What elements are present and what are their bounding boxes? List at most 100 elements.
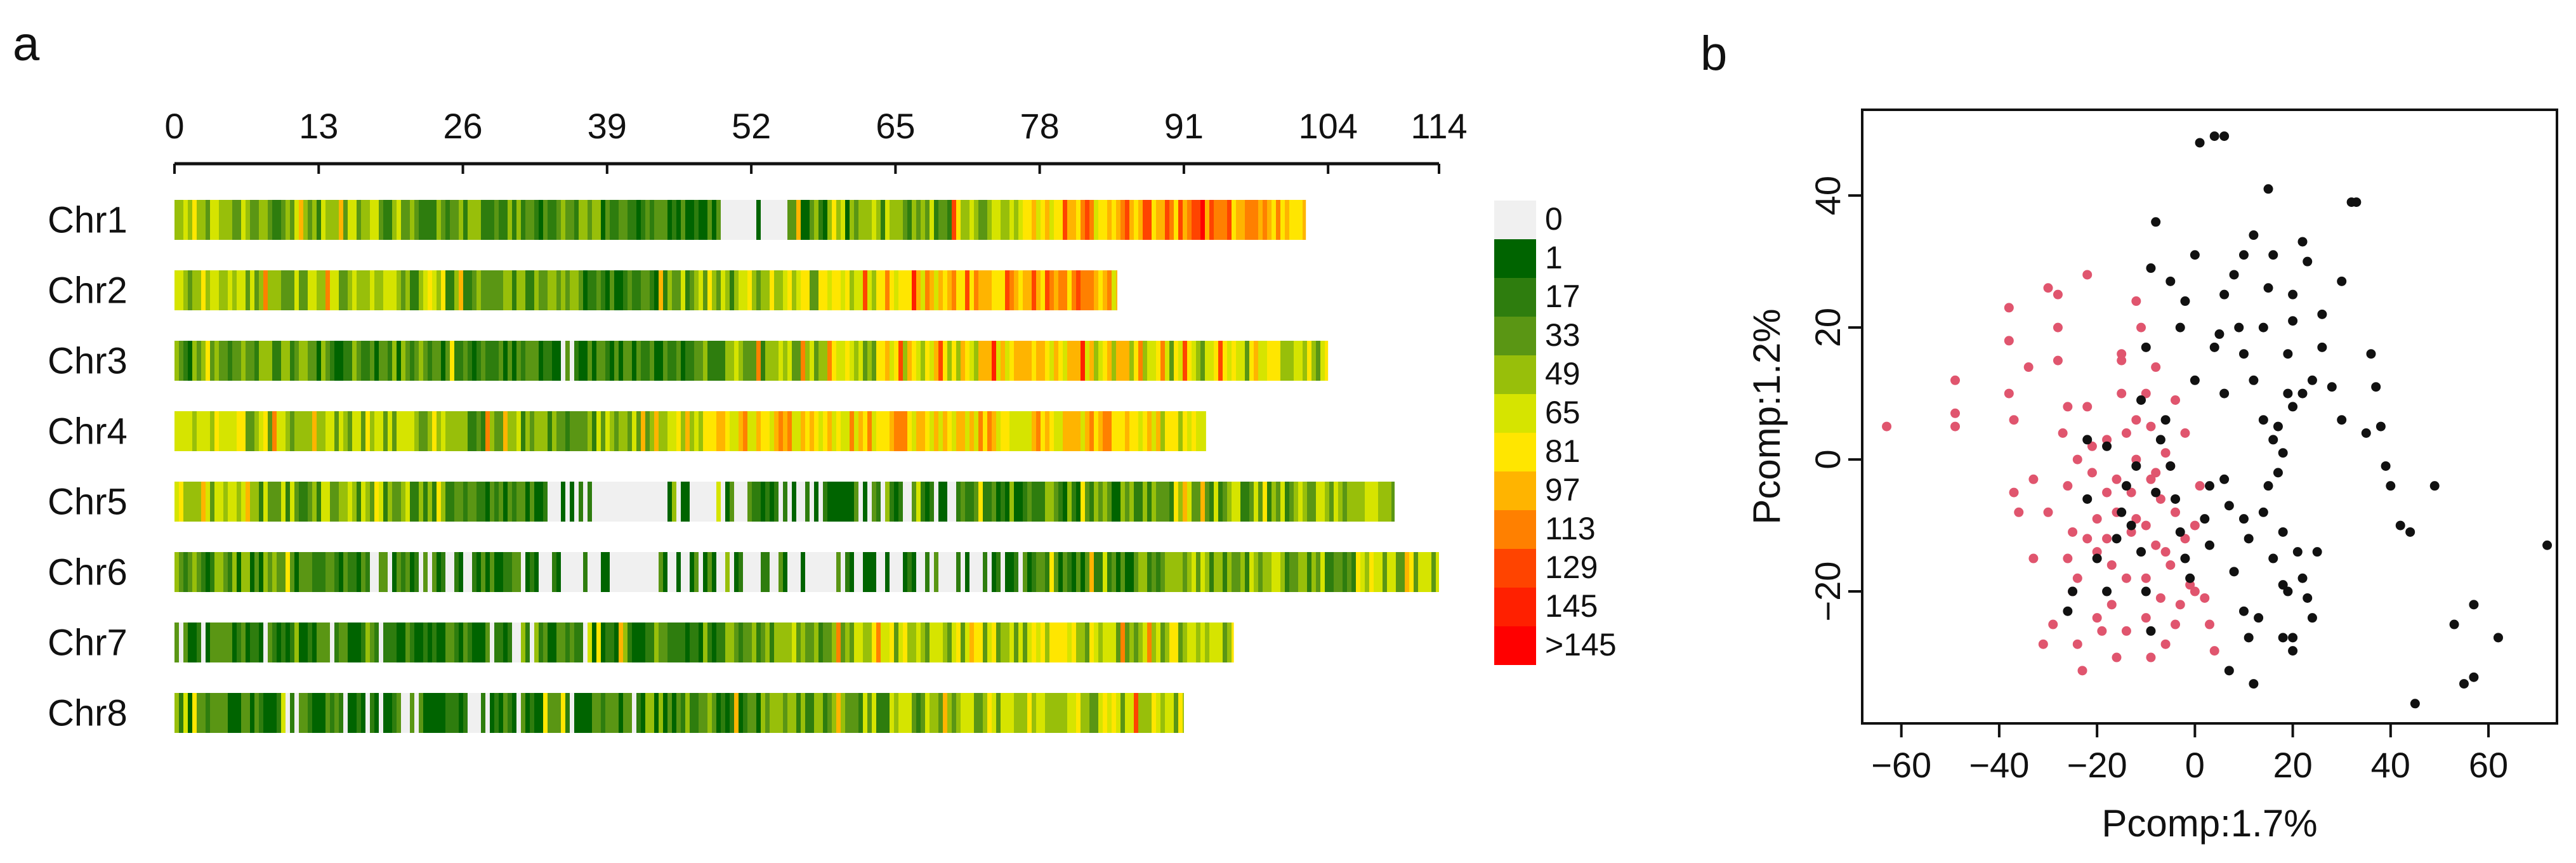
density-segment [361, 693, 366, 733]
density-segment [925, 200, 930, 240]
density-segment [441, 482, 446, 522]
point-group-pink [2053, 289, 2063, 300]
density-segment [525, 552, 530, 592]
density-segment [210, 411, 215, 451]
density-segment [996, 482, 1001, 522]
density-segment [308, 200, 313, 240]
density-segment [992, 482, 997, 522]
density-segment [1280, 200, 1285, 240]
density-segment [969, 341, 975, 381]
density-segment [1072, 693, 1077, 733]
point-group-pink [2009, 415, 2019, 425]
density-segment [579, 693, 584, 733]
density-segment [339, 341, 344, 381]
density-segment [241, 341, 246, 381]
panel-label-b: b [1700, 27, 1727, 81]
density-segment [854, 270, 859, 310]
density-segment [1005, 552, 1010, 592]
density-segment [241, 411, 246, 451]
density-segment [881, 693, 886, 733]
density-segment [534, 200, 539, 240]
density-segment [339, 200, 344, 240]
density-segment [1103, 693, 1108, 733]
density-segment [743, 411, 748, 451]
density-segment [1147, 623, 1152, 662]
density-segment [619, 411, 624, 451]
density-segment [867, 623, 872, 662]
density-segment [499, 341, 504, 381]
density-segment [885, 693, 890, 733]
density-segment [428, 200, 433, 240]
point-group-black [2268, 250, 2278, 260]
density-segment [1187, 411, 1192, 451]
density-segment [414, 693, 419, 733]
density-segment [623, 341, 628, 381]
density-segment [699, 552, 704, 592]
density-segment [898, 482, 904, 522]
density-segment [667, 200, 673, 240]
density-segment [1125, 341, 1130, 381]
density-segment [197, 341, 202, 381]
density-segment [445, 341, 450, 381]
density-segment [912, 411, 917, 451]
density-segment [610, 411, 615, 451]
density-segment [823, 482, 828, 522]
density-segment [1081, 623, 1086, 662]
density-segment [334, 482, 339, 522]
density-segment [752, 623, 757, 662]
density-segment [956, 693, 961, 733]
density-segment [401, 552, 406, 592]
density-segment [699, 270, 704, 310]
density-segment [1094, 270, 1099, 310]
density-segment [796, 552, 801, 592]
density-segment [832, 552, 837, 592]
density-segment [818, 411, 824, 451]
density-segment [556, 482, 562, 522]
density-segment [383, 552, 388, 592]
density-segment [272, 623, 277, 662]
density-segment [641, 200, 646, 240]
density-segment [1089, 693, 1094, 733]
point-group-black [2151, 487, 2161, 497]
density-segment [703, 552, 708, 592]
density-segment [1325, 341, 1329, 381]
density-segment [836, 482, 841, 522]
density-segment [987, 693, 992, 733]
point-group-black [2117, 507, 2127, 517]
density-segment [357, 411, 362, 451]
density-segment [410, 411, 415, 451]
density-segment [814, 200, 819, 240]
density-segment [219, 693, 224, 733]
density-segment [463, 341, 468, 381]
density-segment [1285, 200, 1290, 240]
point-group-pink [2165, 560, 2176, 570]
density-segment [588, 623, 593, 662]
density-segment [343, 341, 348, 381]
density-segment [219, 411, 224, 451]
density-segment [787, 270, 792, 310]
density-segment [525, 341, 530, 381]
density-segment [894, 623, 899, 662]
density-segment [645, 623, 650, 662]
density-segment [308, 552, 313, 592]
density-segment [379, 623, 384, 662]
point-group-pink [2082, 402, 2093, 412]
density-segment [1218, 552, 1223, 592]
point-group-pink [2028, 553, 2039, 563]
density-segment [188, 200, 193, 240]
density-segment [1098, 341, 1103, 381]
density-segment [472, 623, 477, 662]
density-segment [1174, 341, 1179, 381]
density-segment [321, 693, 326, 733]
density-segment [1085, 341, 1090, 381]
density-segment [730, 623, 735, 662]
density-segment [876, 482, 881, 522]
density-segment [1214, 341, 1219, 381]
density-segment [308, 270, 313, 310]
density-segment [903, 200, 908, 240]
density-segment [1227, 552, 1232, 592]
density-segment [481, 200, 486, 240]
density-segment [827, 552, 832, 592]
legend-swatch [1494, 433, 1536, 471]
